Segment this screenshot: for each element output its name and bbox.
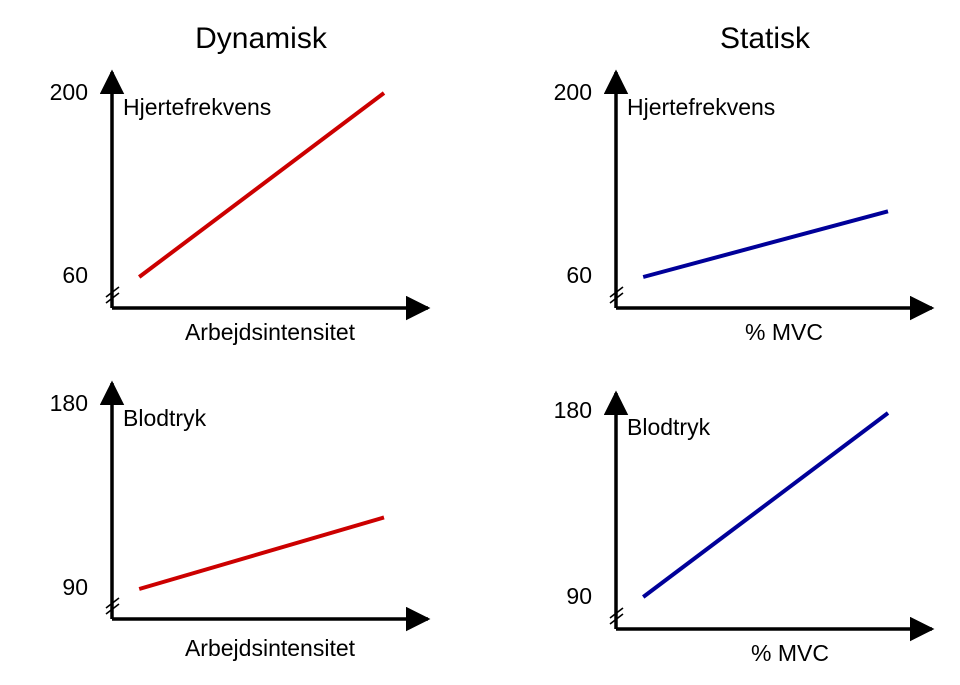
y-tick-label-top: 180 xyxy=(554,397,592,423)
x-axis-label: % MVC xyxy=(745,319,823,345)
y-tick-label-bottom: 60 xyxy=(62,262,88,288)
panel-blood-pressure-dynamic: 180 90 Blodtryk Arbejdsintensitet xyxy=(50,380,431,661)
axis-break-mark xyxy=(105,597,120,615)
x-axis-label: % MVC xyxy=(751,640,829,666)
y-axis-label: Hjertefrekvens xyxy=(627,94,775,120)
y-axis-label: Blodtryk xyxy=(123,405,207,431)
series-line xyxy=(138,515,385,591)
y-tick-label-top: 200 xyxy=(50,79,88,105)
y-axis-label: Blodtryk xyxy=(627,414,711,440)
panel-heart-rate-static: 200 60 Hjertefrekvens % MVC xyxy=(554,69,935,345)
y-tick-label-top: 180 xyxy=(50,390,88,416)
axis-break-mark xyxy=(609,286,624,304)
axis-break-mark xyxy=(609,607,624,625)
x-axis-label: Arbejdsintensitet xyxy=(185,635,356,661)
y-tick-label-bottom: 90 xyxy=(566,583,592,609)
panel-heart-rate-dynamic: 200 60 Hjertefrekvens Arbejdsintensitet xyxy=(50,69,431,345)
column-title-static: Statisk xyxy=(720,22,811,55)
y-tick-label-bottom: 90 xyxy=(62,574,88,600)
series-line xyxy=(641,411,890,599)
axis-break-mark xyxy=(105,286,120,304)
y-tick-label-top: 200 xyxy=(554,79,592,105)
panel-blood-pressure-static: 180 90 Blodtryk % MVC xyxy=(554,390,935,666)
series-line xyxy=(137,91,386,279)
column-title-dynamic: Dynamisk xyxy=(195,22,328,55)
series-line xyxy=(642,209,889,279)
x-axis-label: Arbejdsintensitet xyxy=(185,319,356,345)
y-tick-label-bottom: 60 xyxy=(566,262,592,288)
y-axis-label: Hjertefrekvens xyxy=(123,94,271,120)
